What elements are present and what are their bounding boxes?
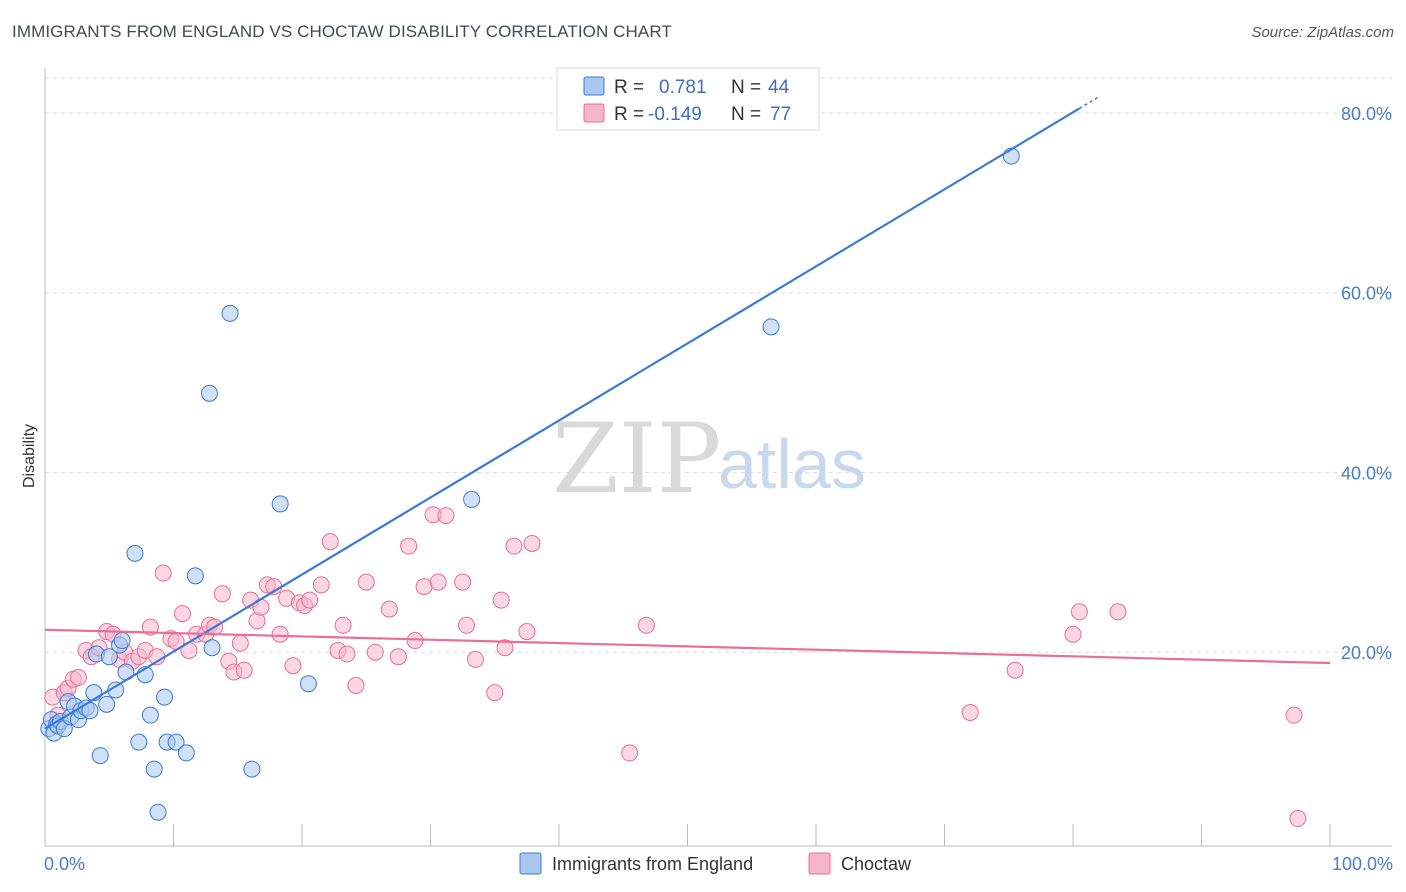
england-point xyxy=(243,760,261,778)
england-point xyxy=(126,544,144,562)
choctaw-point xyxy=(334,616,352,634)
choctaw-point xyxy=(454,573,472,591)
choctaw-point xyxy=(366,643,384,661)
england-point xyxy=(186,567,204,585)
choctaw-trend-line xyxy=(44,628,1331,665)
england-point xyxy=(113,632,131,650)
england-point xyxy=(141,706,159,724)
legend-swatch-england xyxy=(583,76,605,96)
choctaw-point xyxy=(321,533,339,551)
choctaw-point xyxy=(235,661,253,679)
england-point xyxy=(177,744,195,762)
england-point xyxy=(463,490,481,508)
england-point xyxy=(130,733,148,751)
england-point xyxy=(100,648,118,666)
england-point xyxy=(91,747,109,765)
x-tick-label-max: 100.0% xyxy=(1332,854,1393,874)
england-point xyxy=(200,384,218,402)
choctaw-point xyxy=(338,645,356,663)
choctaw-point xyxy=(415,578,433,596)
england-point xyxy=(299,675,317,693)
watermark: ZIP atlas xyxy=(552,403,866,515)
choctaw-point xyxy=(457,616,475,634)
legend-r-label-1: R = xyxy=(614,77,644,98)
legend-n-value-1: 44 xyxy=(768,77,790,98)
x-tick-label-min: 0.0% xyxy=(44,854,85,874)
choctaw-point xyxy=(231,634,249,652)
choctaw-point xyxy=(1109,603,1127,621)
england-point xyxy=(145,760,163,778)
england-points xyxy=(40,147,1020,821)
legend-n-label-1: N = xyxy=(731,77,761,98)
choctaw-point xyxy=(437,507,455,525)
watermark-zip: ZIP xyxy=(552,403,721,515)
y-tick-label: 80.0% xyxy=(1341,104,1392,124)
bottom-legend-label-choctaw: Choctaw xyxy=(841,854,912,874)
choctaw-point xyxy=(1070,603,1088,621)
choctaw-point xyxy=(523,534,541,552)
england-point xyxy=(203,639,221,657)
choctaw-point xyxy=(301,591,319,609)
choctaw-point xyxy=(312,576,330,594)
bottom-legend-label-england: Immigrants from England xyxy=(552,854,753,874)
choctaw-point xyxy=(380,600,398,618)
england-point xyxy=(271,495,289,513)
source-label: Source: ZipAtlas.com xyxy=(1251,24,1394,41)
england-point xyxy=(156,688,174,706)
bottom-legend-swatch-choctaw xyxy=(808,852,831,875)
y-axis-title: Disability xyxy=(21,424,38,488)
choctaw-points xyxy=(44,506,1307,828)
choctaw-point xyxy=(154,564,172,582)
choctaw-point xyxy=(518,623,536,641)
england-point xyxy=(167,733,185,751)
legend-n-label-2: N = xyxy=(731,104,761,125)
legend-r-value-1: 0.781 xyxy=(659,77,707,98)
choctaw-point xyxy=(429,573,447,591)
england-point xyxy=(221,304,239,322)
legend-swatch-choctaw xyxy=(583,103,605,123)
choctaw-point xyxy=(173,605,191,623)
choctaw-point xyxy=(486,684,504,702)
choctaw-point xyxy=(213,585,231,603)
gridlines xyxy=(45,77,1392,653)
choctaw-point xyxy=(1285,706,1303,724)
england-point xyxy=(149,803,167,821)
choctaw-point xyxy=(1006,661,1024,679)
choctaw-point xyxy=(284,657,302,675)
legend-r-value-2: -0.149 xyxy=(648,104,702,125)
trend-lines xyxy=(44,96,1331,730)
choctaw-point xyxy=(466,650,484,668)
choctaw-point xyxy=(496,639,514,657)
england-trend-extension xyxy=(1079,96,1100,110)
correlation-legend: R = 0.781 N = 44 R = -0.149 N = 77 xyxy=(556,67,820,131)
england-point xyxy=(98,695,116,713)
legend-n-value-2: 77 xyxy=(770,104,791,125)
watermark-atlas: atlas xyxy=(718,425,866,503)
choctaw-point xyxy=(69,668,87,686)
choctaw-point xyxy=(141,618,159,636)
choctaw-point xyxy=(637,616,655,634)
y-tick-label: 20.0% xyxy=(1341,643,1392,663)
y-tick-label: 40.0% xyxy=(1341,463,1392,483)
y-tick-label: 60.0% xyxy=(1341,284,1392,304)
bottom-legend-swatch-england xyxy=(519,852,542,875)
choctaw-point xyxy=(271,625,289,643)
choctaw-point xyxy=(1064,625,1082,643)
choctaw-point xyxy=(389,648,407,666)
choctaw-point xyxy=(347,676,365,694)
england-point xyxy=(762,318,780,336)
choctaw-point xyxy=(492,591,510,609)
choctaw-point xyxy=(1289,810,1307,828)
legend-r-label-2: R = xyxy=(614,104,644,125)
choctaw-point xyxy=(505,537,523,555)
tick-labels: 20.0% 40.0% 60.0% 80.0% 0.0% 100.0% xyxy=(44,104,1393,874)
chart-title: IMMIGRANTS FROM ENGLAND VS CHOCTAW DISAB… xyxy=(12,22,672,41)
series-legend: Immigrants from England Choctaw xyxy=(519,852,912,875)
england-trend-line xyxy=(44,107,1080,730)
choctaw-point xyxy=(961,703,979,721)
choctaw-point xyxy=(621,744,639,762)
choctaw-point xyxy=(357,573,375,591)
choctaw-point xyxy=(400,537,418,555)
